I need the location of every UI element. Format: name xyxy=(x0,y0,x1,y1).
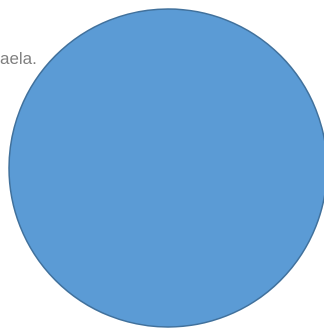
text-fragment: aela. xyxy=(0,49,37,68)
blue-circle xyxy=(8,8,324,328)
